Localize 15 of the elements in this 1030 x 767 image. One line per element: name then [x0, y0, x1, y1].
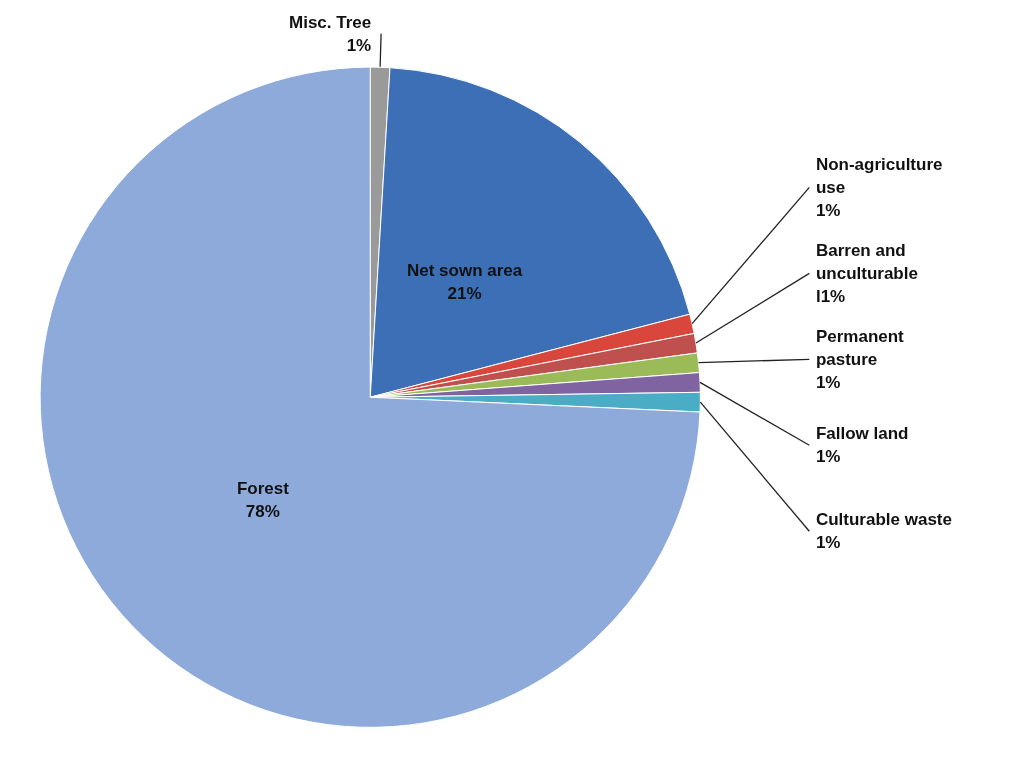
data-label: 1%	[815, 200, 841, 220]
slice-label: Net sown area	[406, 261, 523, 281]
slice-label: Misc. Tree	[288, 12, 372, 32]
slice-label: Permanent pasture	[815, 327, 905, 369]
data-label: 1%	[815, 447, 841, 467]
data-label: 21%	[447, 284, 482, 304]
data-label: 1%	[815, 533, 841, 553]
data-label: 1%	[815, 372, 841, 392]
slice-label: Fallow land	[815, 424, 909, 444]
slice-label: Culturable waste	[815, 510, 952, 530]
data-label: l1%	[815, 286, 846, 306]
data-label: 1%	[346, 35, 372, 55]
slice-label: Forest	[236, 479, 290, 499]
data-label: 78%	[245, 501, 280, 521]
slice-label: Non-agriculture use	[815, 155, 943, 197]
